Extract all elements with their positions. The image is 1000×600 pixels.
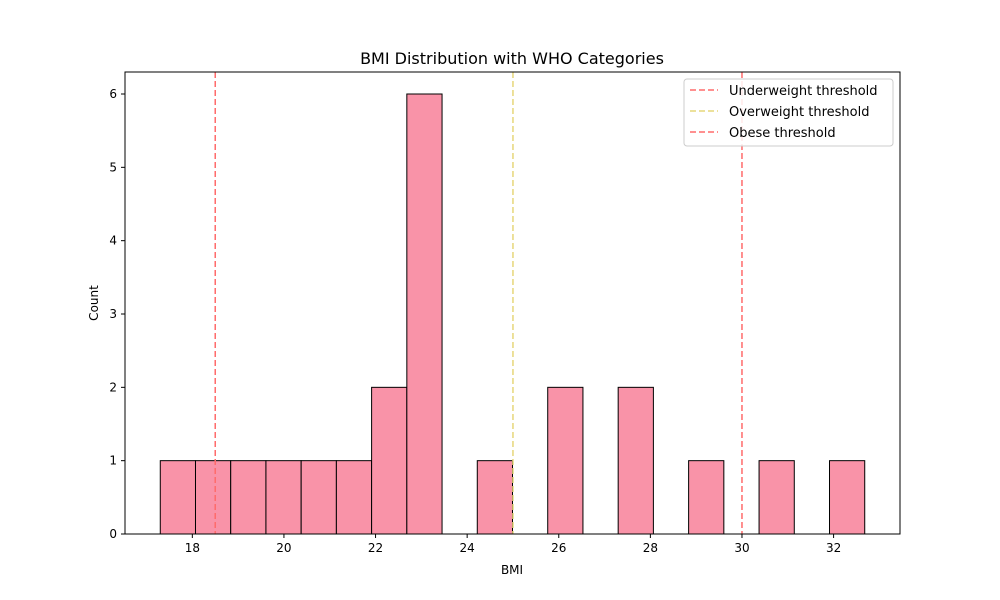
x-tick-label: 30	[734, 541, 749, 555]
histogram-bars	[159, 93, 866, 535]
histogram-bar	[617, 386, 654, 535]
y-tick-label: 4	[109, 234, 117, 248]
x-axis-label: BMI	[501, 563, 523, 577]
chart-title: BMI Distribution with WHO Categories	[360, 49, 664, 68]
y-tick-label: 2	[109, 380, 117, 394]
x-tick-label: 22	[368, 541, 383, 555]
histogram-bar	[476, 460, 513, 535]
y-tick-label: 5	[109, 160, 117, 174]
x-tick-label: 26	[551, 541, 566, 555]
plot-frame	[124, 71, 901, 535]
x-axis-ticks: 18 20 22 24 26 28 30 32	[185, 534, 841, 555]
x-tick-label: 32	[826, 541, 841, 555]
histogram-bar	[194, 460, 232, 535]
threshold-lines	[214, 72, 743, 534]
histogram-bar	[335, 460, 373, 535]
histogram-bar	[265, 460, 302, 535]
x-tick-label: 24	[460, 541, 475, 555]
histogram-bar	[371, 386, 408, 535]
y-tick-label: 3	[109, 307, 117, 321]
x-tick-label: 18	[185, 541, 200, 555]
histogram-bar	[230, 460, 267, 535]
y-tick-label: 1	[109, 454, 117, 468]
legend-box	[683, 78, 894, 147]
histogram-bar	[758, 460, 795, 535]
histogram-bar	[688, 460, 725, 535]
histogram-bar	[159, 460, 196, 535]
legend-entry-label: Obese threshold	[729, 126, 836, 141]
y-tick-label: 6	[109, 87, 117, 101]
legend-entry-label: Overweight threshold	[729, 105, 869, 120]
y-axis-label: Count	[87, 285, 101, 321]
x-tick-label: 28	[643, 541, 658, 555]
histogram-bar	[829, 460, 866, 535]
y-axis-ticks: 0 1 2 3 4 5 6	[109, 87, 125, 541]
legend-entry-label: Underweight threshold	[729, 84, 878, 99]
histogram-bar	[547, 386, 584, 535]
x-tick-label: 20	[276, 541, 291, 555]
histogram-bar	[300, 460, 337, 535]
legend: Underweight threshold Overweight threshol…	[683, 78, 894, 147]
histogram-bar	[406, 93, 443, 535]
y-tick-label: 0	[109, 527, 117, 541]
